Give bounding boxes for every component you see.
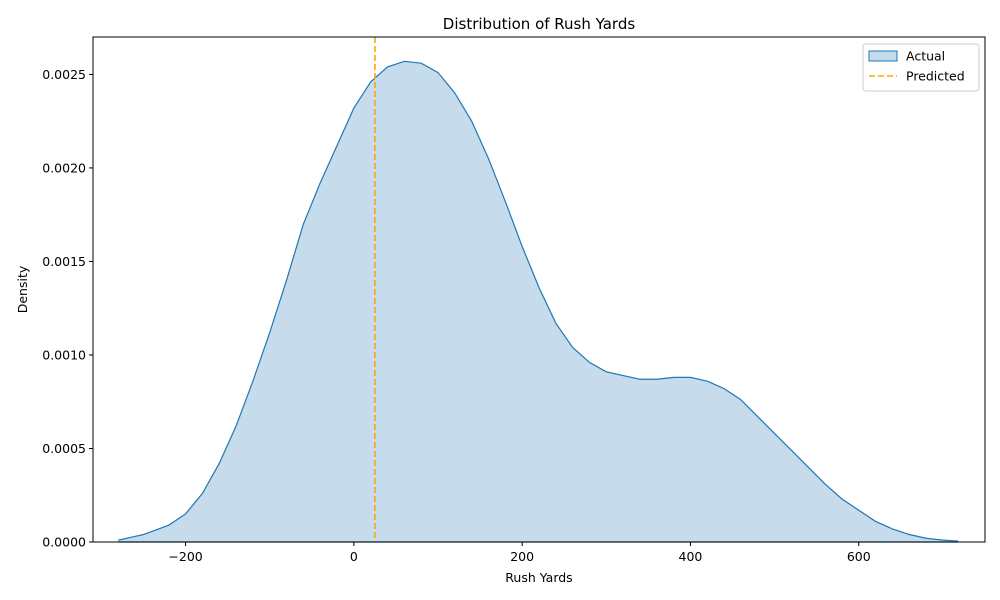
legend-label-predicted: Predicted — [906, 69, 965, 84]
actual-density-fill — [118, 61, 959, 543]
legend-label-actual: Actual — [906, 49, 945, 64]
y-tick-label: 0.0015 — [42, 254, 86, 269]
y-axis-label: Density — [15, 265, 30, 313]
actual-density-line — [118, 60, 959, 542]
x-axis-label: Rush Yards — [505, 570, 572, 585]
legend-swatch-actual — [868, 50, 898, 62]
x-tick-label: 400 — [679, 549, 703, 564]
y-tick-label: 0.0000 — [42, 535, 86, 550]
y-tick-label: 0.0005 — [42, 441, 86, 456]
plot-frame — [92, 36, 986, 543]
chart-title: Distribution of Rush Yards — [443, 15, 636, 33]
x-tick-label: 600 — [847, 549, 871, 564]
y-tick-label: 0.0020 — [42, 160, 86, 175]
axes: −200 0 200 400 600 0.0000 0.0005 0.0010 0.0015 0.… — [42, 36, 986, 564]
x-tick-label: 0 — [350, 549, 358, 564]
plot-area — [118, 37, 959, 543]
y-tick-label: 0.0025 — [42, 67, 86, 82]
x-tick-label: −200 — [168, 549, 202, 564]
legend: Actual Predicted — [862, 43, 980, 92]
y-tick-label: 0.0010 — [42, 347, 86, 362]
x-tick-label: 200 — [510, 549, 534, 564]
